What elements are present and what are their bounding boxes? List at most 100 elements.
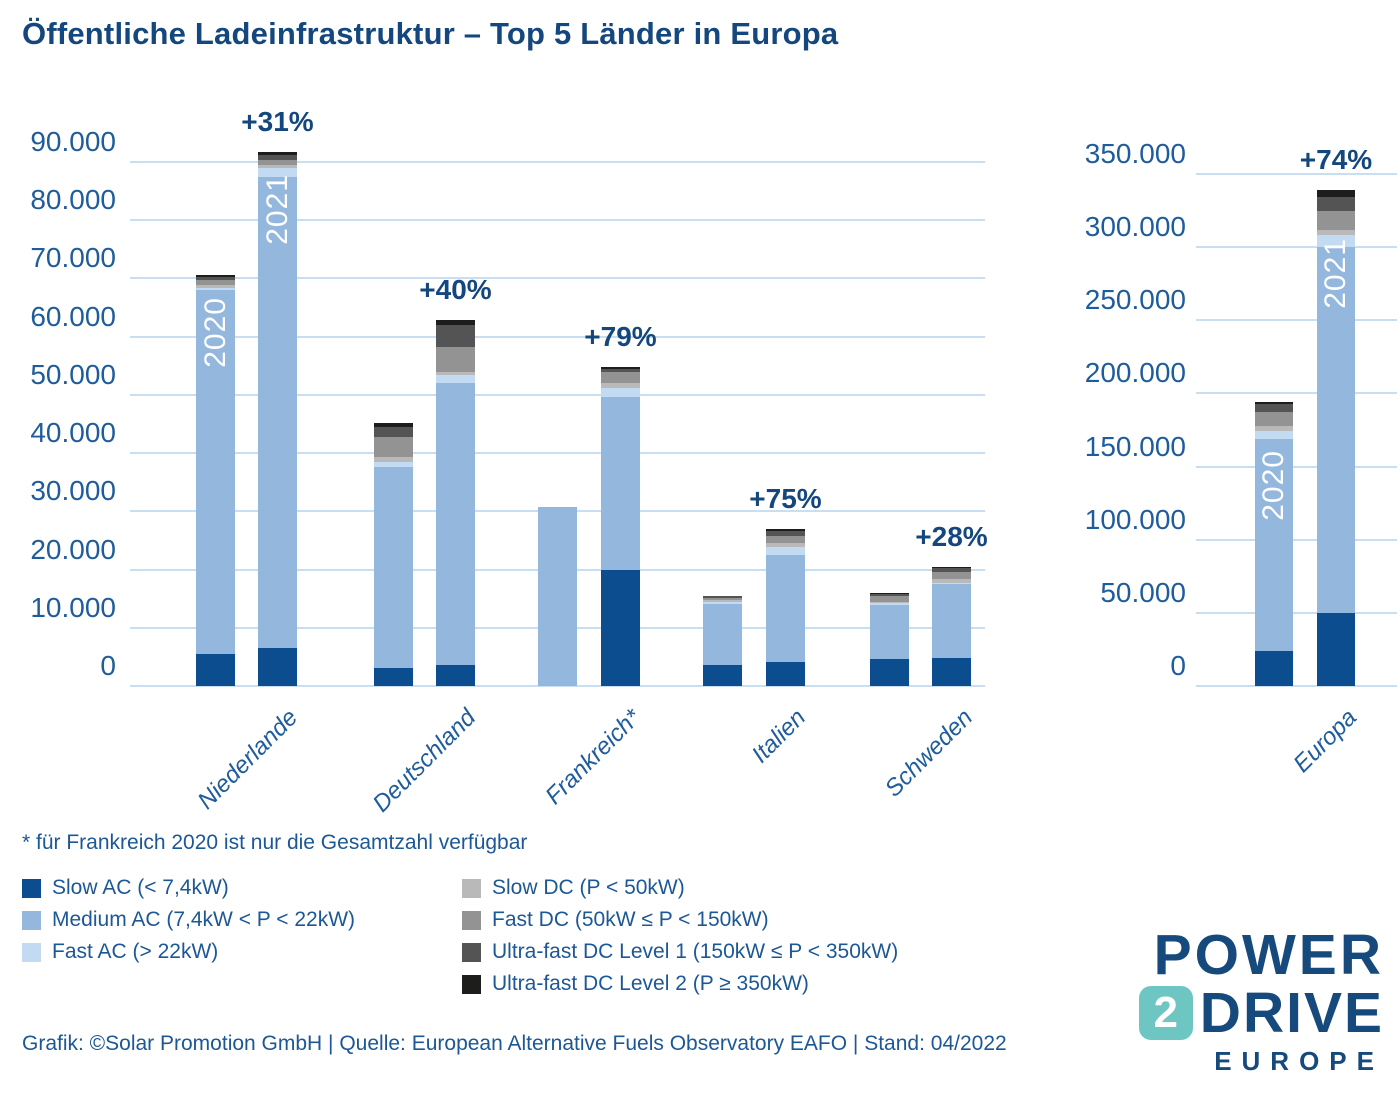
segment-slow_ac: [374, 667, 413, 686]
bar-Europa-2020: [1255, 401, 1293, 686]
growth-label: +31%: [241, 106, 314, 138]
segment-fast_ac: [258, 167, 297, 178]
segment-fast_ac: [601, 387, 640, 397]
segment-uf1: [1317, 197, 1355, 211]
y-tick-label: 50.000: [1100, 576, 1186, 608]
legend-swatch-uf2: [462, 974, 481, 994]
segment-slow_ac: [870, 659, 909, 686]
gridline: [130, 393, 985, 396]
segment-uf1: [196, 276, 235, 280]
bar-Niederlande-2020: [196, 275, 235, 686]
legend-item-fast_dc: Fast DC (50kW ≤ P < 150kW): [462, 904, 898, 936]
segment-fast_dc: [703, 597, 742, 601]
growth-label: +40%: [419, 273, 492, 305]
bar-year-label: 2021: [1317, 238, 1355, 309]
gridline: [1196, 392, 1397, 395]
legend-label: Slow AC (< 7,4kW): [52, 876, 229, 899]
bar-year-text: 2021: [1319, 238, 1352, 309]
segment-uf1: [436, 325, 475, 348]
segment-uf2: [374, 422, 413, 427]
segment-slow_ac: [601, 570, 640, 686]
segment-uf2: [703, 595, 742, 597]
y-tick-label: 150.000: [1084, 430, 1186, 462]
segment-fast_ac: [436, 375, 475, 383]
y-tick-label: 0: [1170, 650, 1186, 681]
bar-Schweden-2020: [870, 592, 909, 686]
segment-slow_dc: [436, 371, 475, 376]
segment-slow_ac: [436, 665, 475, 686]
segment-slow_ac: [196, 653, 235, 686]
gridline: [130, 277, 985, 280]
gridline: [1196, 173, 1397, 175]
bar-Schweden-2021: [932, 567, 971, 686]
segment-uf2: [1317, 190, 1355, 198]
bar-year-text: 2020: [198, 296, 232, 368]
segment-fast_dc: [258, 159, 297, 165]
segment-medium_ac: [258, 177, 297, 649]
segment-medium_ac: [538, 506, 577, 686]
gridline: [1196, 246, 1397, 249]
gridline: [130, 161, 985, 163]
bar-Italien-2021: [766, 528, 805, 686]
growth-label: +74%: [1299, 144, 1373, 176]
segment-medium_ac: [870, 605, 909, 660]
legend-label: Fast DC (50kW ≤ P < 150kW): [492, 908, 769, 931]
growth-label: +79%: [584, 320, 657, 352]
y-tick-label: 300.000: [1084, 211, 1186, 243]
segment-slow_dc: [196, 285, 235, 289]
logo-2-badge-icon: 2: [1138, 986, 1193, 1040]
page-title: Öffentliche Ladeinfrastruktur – Top 5 Lä…: [22, 16, 839, 51]
legend-label: Fast AC (> 22kW): [52, 940, 219, 963]
segment-fast_dc: [932, 571, 971, 579]
gridline: [130, 335, 985, 338]
segment-uf1: [374, 426, 413, 437]
footnote: * für Frankreich 2020 ist nur die Gesamt…: [22, 831, 528, 854]
legend-swatch-slow_dc: [462, 878, 481, 898]
growth-label: +75%: [749, 482, 822, 514]
bar-Deutschland-2020: [374, 422, 413, 686]
gridline: [1196, 611, 1397, 614]
legend-column-1: Slow AC (< 7,4kW) Medium AC (7,4kW < P < …: [22, 872, 355, 968]
segment-fast_dc: [1255, 412, 1293, 427]
segment-slow_ac: [703, 665, 742, 686]
gridline: [1196, 465, 1397, 468]
segment-uf1: [1255, 404, 1293, 413]
logo-drive-text: DRIVE: [1199, 981, 1384, 1045]
segment-fast_dc: [196, 279, 235, 286]
segment-slow_dc: [1255, 426, 1293, 432]
segment-fast_dc: [766, 535, 805, 543]
segment-uf2: [1255, 401, 1293, 405]
bar-Frankreich-2020: [538, 506, 577, 686]
legend-item-uf2: Ultra-fast DC Level 2 (P ≥ 350kW): [462, 968, 898, 1000]
legend-item-uf1: Ultra-fast DC Level 1 (150kW ≤ P < 350kW…: [462, 936, 898, 968]
y-tick-label: 70.000: [30, 242, 116, 274]
segment-slow_ac: [1317, 612, 1355, 686]
legend-item-slow_ac: Slow AC (< 7,4kW): [22, 872, 355, 904]
y-tick-label: 20.000: [30, 533, 116, 565]
segment-slow_dc: [703, 600, 742, 602]
source-credit: Grafik: ©Solar Promotion GmbH | Quelle: …: [22, 1032, 1007, 1055]
segment-slow_dc: [1317, 230, 1355, 236]
segment-uf1: [703, 596, 742, 598]
legend-swatch-medium_ac: [22, 910, 41, 930]
segment-uf1: [766, 531, 805, 536]
legend-label: Slow DC (P < 50kW): [492, 876, 685, 899]
segment-fast_ac: [870, 603, 909, 606]
segment-fast_ac: [766, 546, 805, 555]
legend-swatch-fast_dc: [462, 910, 481, 930]
segment-slow_dc: [374, 457, 413, 462]
bar-Niederlande-2021: [258, 152, 297, 686]
bar-year-label: 2021: [258, 174, 297, 245]
legend-label: Ultra-fast DC Level 2 (P ≥ 350kW): [492, 972, 809, 995]
gridline: [130, 452, 985, 455]
legend-item-fast_ac: Fast AC (> 22kW): [22, 936, 355, 968]
segment-slow_ac: [766, 662, 805, 686]
legend-column-2: Slow DC (P < 50kW) Fast DC (50kW ≤ P < 15…: [462, 872, 898, 1000]
segment-fast_ac: [1255, 431, 1293, 439]
segment-slow_dc: [258, 164, 297, 168]
x-category-label: Europa: [1288, 704, 1363, 778]
legend-label: Medium AC (7,4kW < P < 22kW): [52, 908, 356, 931]
segment-medium_ac: [932, 584, 971, 659]
segment-uf1: [870, 594, 909, 597]
segment-fast_dc: [601, 372, 640, 383]
